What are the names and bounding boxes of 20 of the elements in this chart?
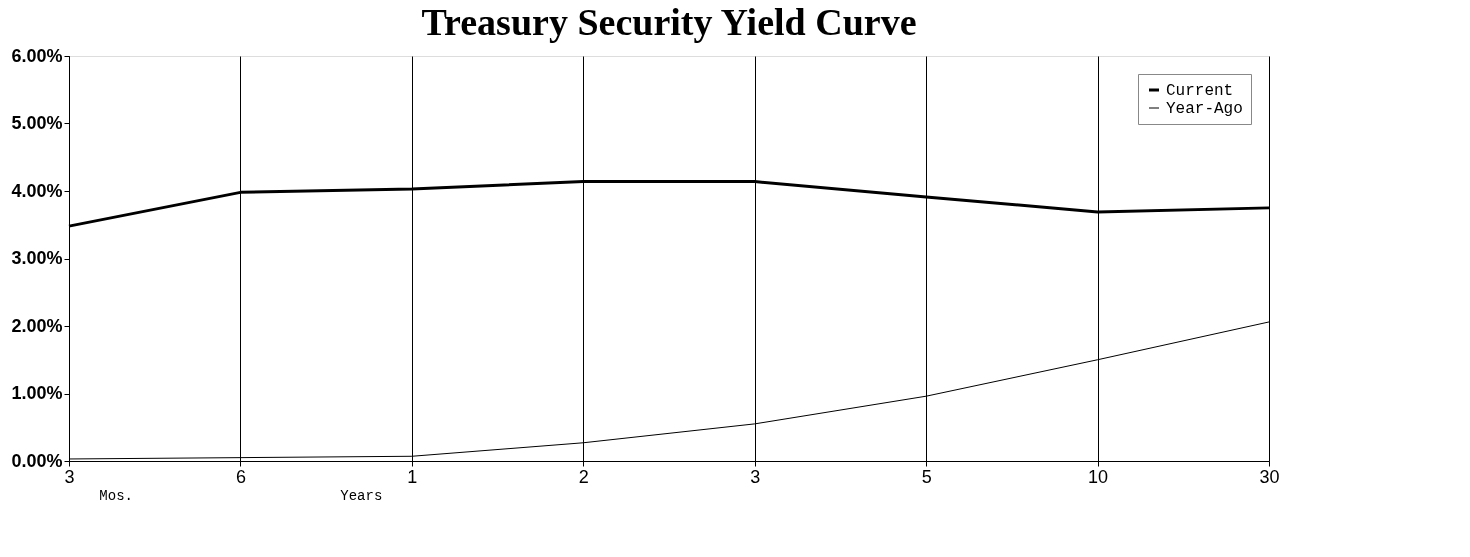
x-tick-label: 2 xyxy=(578,466,589,487)
text: Mos. xyxy=(99,488,133,504)
y-tick-label: 3.00% xyxy=(11,248,63,268)
x-tick-label: 1 xyxy=(407,466,418,487)
text: Years xyxy=(340,488,383,504)
y-tick-label: 4.00% xyxy=(11,180,63,201)
x-tick-label: 5 xyxy=(921,466,932,487)
x-tick-label: 3 xyxy=(750,466,761,487)
y-tick-label: 1.00% xyxy=(11,383,63,403)
x-tick-label: 6 xyxy=(235,466,246,487)
legend-label: Year-Ago xyxy=(1166,100,1243,118)
x-tick-label: 10 xyxy=(1088,466,1109,487)
y-tick-label: 6.00% xyxy=(11,45,63,66)
x-tick-label: 30 xyxy=(1259,466,1280,487)
y-tick-label: 0.00% xyxy=(11,450,63,471)
legend-label: Current xyxy=(1166,82,1234,100)
y-tick-label: 5.00% xyxy=(11,113,63,133)
y-tick-label: 2.00% xyxy=(11,315,63,336)
x-tick-label: 3 xyxy=(64,466,75,487)
chart-title: Treasury Security Yield Curve xyxy=(421,1,917,43)
